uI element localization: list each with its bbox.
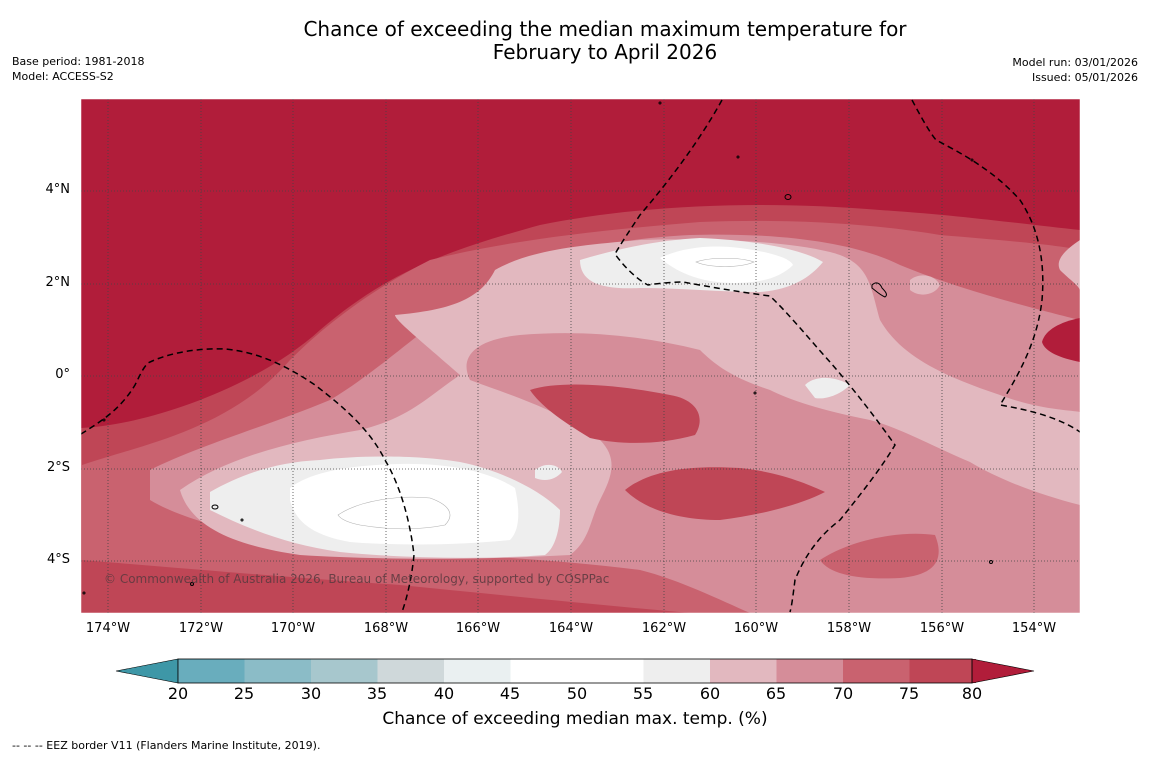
- islands: [82, 101, 993, 595]
- colorbar: [115, 658, 1035, 684]
- colorbar-segment: [643, 659, 710, 683]
- probability-patch-50-55-north: [660, 246, 793, 283]
- colorbar-segment: [510, 659, 577, 683]
- colorbar-tick: 80: [961, 684, 983, 703]
- issued-date: Issued: 05/01/2026: [1031, 71, 1138, 84]
- lon-label-170w: 170°W: [270, 621, 316, 636]
- colorbar-segment: [577, 659, 644, 683]
- meta-left: Base period: 1981-2018 Model: ACCESS-S2: [12, 54, 144, 84]
- probability-patch-50-55-south: [290, 463, 519, 545]
- colorbar-tick: 50: [566, 684, 588, 703]
- colorbar-segment: [377, 659, 444, 683]
- eez-borders: [81, 99, 1080, 613]
- eez-footnote: -- -- -- EEZ border V11 (Flanders Marine…: [12, 739, 321, 752]
- probability-patch-75-southcentral: [625, 467, 825, 520]
- lon-label-162w: 162°W: [641, 621, 687, 636]
- lat-label-4n: 4°N: [45, 182, 71, 197]
- colorbar-label: Chance of exceeding median max. temp. (%…: [382, 709, 768, 729]
- lat-label-equator: 0°: [55, 367, 70, 382]
- colorbar-segment: [244, 659, 311, 683]
- lon-label-156w: 156°W: [919, 621, 965, 636]
- lat-label-2n: 2°N: [45, 275, 71, 290]
- probability-patch-75-central: [530, 384, 700, 443]
- probability-patch-55-60-east: [805, 377, 850, 399]
- colorbar-low-arrow: [115, 658, 179, 684]
- title-line-1: Chance of exceeding the median maximum t…: [303, 17, 907, 41]
- base-period: Base period: 1981-2018: [12, 55, 145, 68]
- model-name: Model: ACCESS-S2: [12, 70, 114, 83]
- colorbar-segment: [444, 659, 511, 683]
- colorbar-tick: 70: [832, 684, 854, 703]
- colorbar-segment: [311, 659, 378, 683]
- colorbar-segment: [909, 659, 976, 683]
- probability-patch-70-southeast: [820, 533, 939, 579]
- colorbar-segment: [178, 659, 245, 683]
- copyright-notice: © Commonwealth of Australia 2026, Bureau…: [104, 572, 610, 586]
- colorbar-tick: 20: [167, 684, 189, 703]
- lon-label-158w: 158°W: [826, 621, 872, 636]
- contour-line-south: [337, 496, 451, 530]
- colorbar-tick: 35: [366, 684, 388, 703]
- colorbar-segment: [843, 659, 910, 683]
- colorbar-tick: 30: [300, 684, 322, 703]
- colorbar-tick: 75: [898, 684, 920, 703]
- title-line-2: February to April 2026: [492, 40, 718, 64]
- lon-label-164w: 164°W: [548, 621, 594, 636]
- colorbar-tick: 65: [765, 684, 787, 703]
- colorbar-high-arrow: [971, 658, 1035, 684]
- colorbar-tick: 45: [499, 684, 521, 703]
- lon-label-174w: 174°W: [85, 621, 131, 636]
- lon-label-172w: 172°W: [178, 621, 224, 636]
- meta-right: Model run: 03/01/2026 Issued: 05/01/2026: [1012, 55, 1138, 85]
- contour-line-north: [695, 257, 755, 267]
- probability-patch-80-east: [1042, 318, 1080, 362]
- colorbar-tick: 40: [433, 684, 455, 703]
- lon-label-166w: 166°W: [455, 621, 501, 636]
- probability-patch-65-east2: [910, 275, 940, 295]
- colorbar-tick: 25: [233, 684, 255, 703]
- lat-label-2s: 2°S: [46, 460, 70, 475]
- colorbar-tick: 60: [699, 684, 721, 703]
- colorbar-tick: 55: [632, 684, 654, 703]
- colorbar-segment: [710, 659, 777, 683]
- lon-label-160w: 160°W: [733, 621, 779, 636]
- lon-label-168w: 168°W: [363, 621, 409, 636]
- model-run: Model run: 03/01/2026: [1012, 56, 1138, 69]
- probability-patch-65-east: [1058, 240, 1080, 290]
- lon-label-154w: 154°W: [1011, 621, 1057, 636]
- map-title: Chance of exceeding the median maximum t…: [175, 18, 1035, 64]
- map-panel: [81, 99, 1080, 613]
- colorbar-segment: [776, 659, 843, 683]
- lat-label-4s: 4°S: [46, 552, 70, 567]
